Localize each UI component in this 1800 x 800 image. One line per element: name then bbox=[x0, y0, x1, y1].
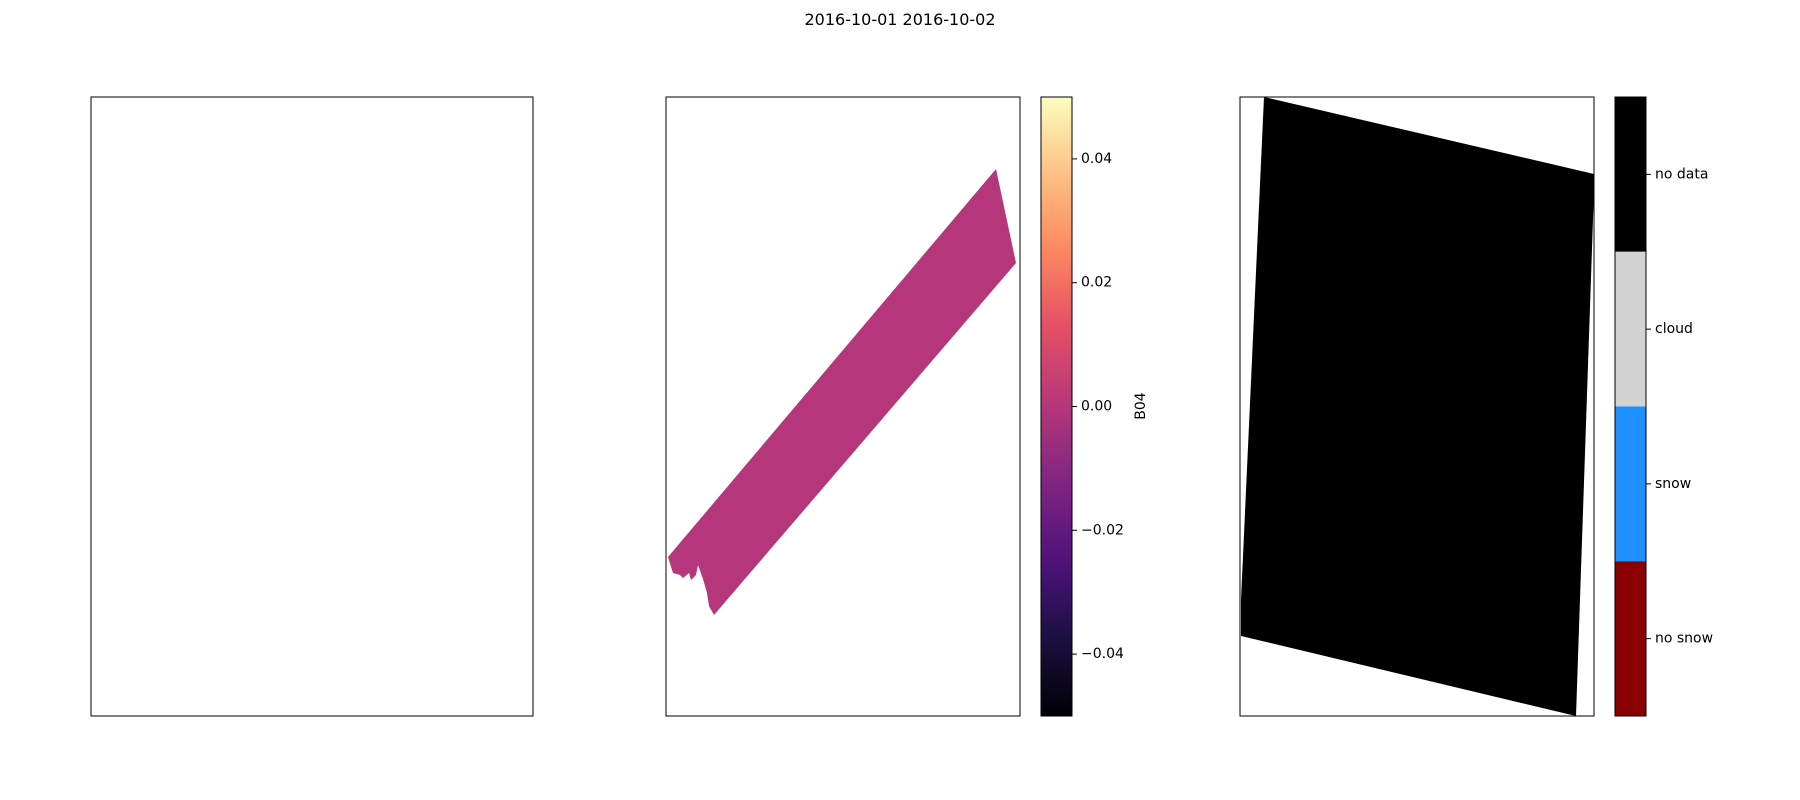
b04-colorbar-label: B04 bbox=[1133, 392, 1149, 420]
panel-3 bbox=[1239, 96, 1595, 717]
class-colorbar-ticks: no data cloud snow no snow bbox=[1646, 166, 1713, 647]
class-colorbar-segment-3 bbox=[1615, 561, 1646, 716]
class-colorbar-label-3: no snow bbox=[1655, 631, 1713, 647]
class-colorbar-segment-2 bbox=[1615, 406, 1646, 562]
b04-swath bbox=[668, 169, 1016, 615]
b04-colorbar-ticks: 0.04 0.02 0.00 −0.02 −0.04 bbox=[1072, 151, 1124, 662]
b04-colorbar-tick-label-1: 0.02 bbox=[1081, 275, 1112, 291]
panel-3-axes-frame bbox=[1239, 96, 1595, 717]
b04-colorbar: 0.04 0.02 0.00 −0.02 −0.04 B04 bbox=[1040, 96, 1149, 717]
class-colorbar-label-2: snow bbox=[1655, 476, 1691, 492]
class-colorbar-label-0: no data bbox=[1655, 166, 1708, 182]
class-colorbar-segment-1 bbox=[1615, 251, 1646, 407]
b04-colorbar-gradient bbox=[1041, 97, 1072, 716]
b04-colorbar-tick-label-4: −0.04 bbox=[1081, 646, 1124, 662]
class-colorbar-segments bbox=[1615, 97, 1646, 716]
b04-colorbar-tick-label-3: −0.02 bbox=[1081, 522, 1124, 538]
b04-colorbar-tick-label-0: 0.04 bbox=[1081, 151, 1112, 167]
class-colorbar-label-1: cloud bbox=[1655, 321, 1693, 337]
class-colorbar: no data cloud snow no snow bbox=[1614, 96, 1713, 717]
panel-2 bbox=[665, 96, 1021, 717]
panel-1-axes-frame bbox=[90, 96, 534, 717]
b04-colorbar-tick-label-2: 0.00 bbox=[1081, 399, 1112, 415]
figure-title: 2016-10-01 2016-10-02 bbox=[804, 10, 996, 29]
panel-2-axes-frame bbox=[665, 96, 1021, 717]
class-colorbar-segment-0 bbox=[1615, 97, 1646, 252]
class-colorbar-frame bbox=[1614, 96, 1647, 717]
no-data-tile bbox=[1241, 97, 1594, 716]
panel-1 bbox=[90, 96, 534, 717]
